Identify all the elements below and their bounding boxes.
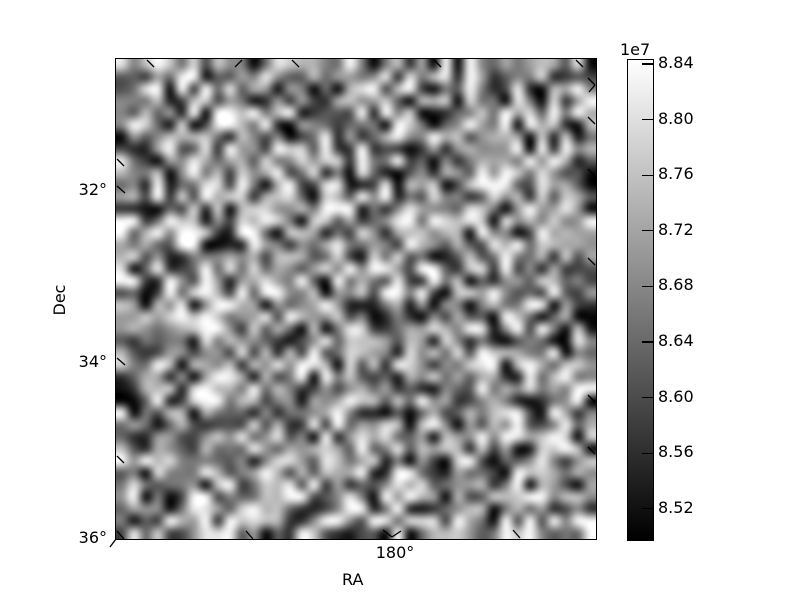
tick-mark xyxy=(245,530,254,540)
colorbar-tick-mark xyxy=(642,396,653,399)
x-tick-label: 180° xyxy=(375,543,415,562)
tick-mark xyxy=(116,185,126,194)
tick-mark xyxy=(234,59,243,68)
tick-mark xyxy=(146,59,155,68)
colorbar-tick-label: 8.56 xyxy=(658,442,694,462)
colorbar xyxy=(627,59,654,541)
colorbar-tick-label: 8.52 xyxy=(658,497,694,517)
tick-mark xyxy=(116,357,126,366)
heatmap-image xyxy=(116,59,596,539)
colorbar-tick-mark xyxy=(642,452,653,454)
y-tick-label: 36° xyxy=(78,528,107,547)
tick-mark xyxy=(587,168,596,177)
colorbar-tick-label: 8.84 xyxy=(658,53,694,72)
colorbar-tick-label: 8.68 xyxy=(658,275,694,295)
tick-mark xyxy=(391,530,402,538)
tick-mark xyxy=(512,529,521,539)
tick-mark xyxy=(587,77,596,86)
tick-mark xyxy=(587,257,596,266)
colorbar-tick-mark xyxy=(642,118,653,121)
colorbar-tick-mark xyxy=(642,230,653,232)
y-axis-label: Dec xyxy=(50,284,69,316)
colorbar-tick-mark xyxy=(642,63,653,65)
tick-mark xyxy=(575,59,584,68)
colorbar-tick-mark xyxy=(642,285,653,288)
tick-mark xyxy=(587,446,596,455)
tick-mark xyxy=(116,455,125,464)
y-tick-label: 34° xyxy=(78,352,107,371)
tick-mark xyxy=(291,59,300,68)
colorbar-offset-label: 1e7 xyxy=(620,40,651,59)
colorbar-tick-label: 8.72 xyxy=(658,219,694,239)
y-tick-label: 32° xyxy=(78,180,107,199)
colorbar-tick-mark xyxy=(642,341,653,343)
colorbar-tick-label: 8.60 xyxy=(658,386,694,406)
plot-area xyxy=(109,58,597,548)
colorbar-tick-label: 8.64 xyxy=(658,331,694,350)
colorbar-tick-label: 8.76 xyxy=(658,164,694,184)
colorbar-tick-mark xyxy=(642,174,653,176)
x-axis-label: RA xyxy=(342,570,364,589)
colorbar-tick-label: 8.80 xyxy=(658,108,694,128)
tick-mark xyxy=(116,530,125,540)
tick-mark xyxy=(433,59,442,68)
tick-mark xyxy=(116,158,125,167)
tick-mark xyxy=(588,84,596,93)
tick-mark xyxy=(587,394,596,403)
tick-mark xyxy=(109,538,117,548)
tick-mark xyxy=(382,529,393,538)
tick-mark xyxy=(587,116,596,125)
tick-marks xyxy=(109,59,596,548)
colorbar-tick-mark xyxy=(642,508,653,510)
